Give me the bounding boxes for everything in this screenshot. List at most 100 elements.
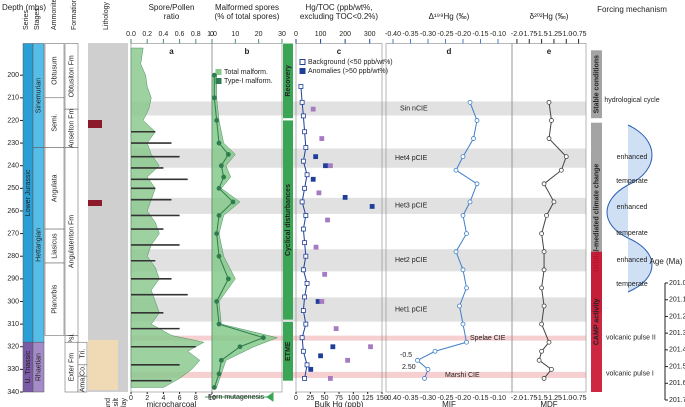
- depth-tick-label: 260: [7, 208, 19, 215]
- formations-label: Exter Fm: [68, 353, 75, 382]
- phase-bar: [283, 321, 293, 381]
- legend-swatch: [299, 59, 306, 65]
- annotation: 2.50: [402, 364, 416, 371]
- lithology-sand: [88, 340, 118, 390]
- x-tick-label-bottom: -1.75: [521, 395, 537, 402]
- point: [327, 376, 333, 381]
- panel-title: ratio: [164, 12, 180, 21]
- age-tick-label: 201.0: [669, 280, 685, 287]
- interval-label: Het2 pCIE: [395, 257, 428, 264]
- point: [211, 95, 217, 101]
- forcing-title: Forcing mechanism: [597, 5, 667, 14]
- point: [313, 244, 319, 250]
- x-tick-label: -1.5: [536, 31, 548, 38]
- members-label: Co.: [79, 365, 86, 376]
- area: [211, 74, 279, 388]
- x-tick-label-bottom: -1.0: [560, 395, 572, 402]
- x-tick-label: -0.40: [385, 31, 401, 38]
- x-tick-label: 30: [278, 31, 286, 38]
- phase-arrow: [205, 392, 274, 402]
- grain-size-label: silt: [113, 398, 120, 407]
- point: [541, 249, 547, 255]
- interval-band: [131, 101, 586, 116]
- point: [460, 267, 466, 273]
- forcing-bar: [591, 251, 602, 392]
- point: [300, 226, 306, 232]
- age-tick-label: 201.5: [669, 363, 685, 370]
- point: [460, 154, 466, 160]
- depth-tick-label: 280: [7, 253, 19, 260]
- legend-label: Background (<50 ppb/wt%): [308, 59, 393, 66]
- depth-tick-label: 320: [7, 344, 19, 351]
- point: [299, 99, 305, 105]
- point: [460, 321, 466, 327]
- point: [471, 136, 476, 141]
- point: [310, 176, 316, 182]
- panel-frame: [511, 43, 587, 393]
- point: [457, 303, 462, 309]
- legend-swatch: [299, 68, 306, 74]
- point: [425, 366, 431, 372]
- volcanic-pulse: volcanic pulse I: [606, 371, 654, 378]
- depth-tick-label: 310: [7, 321, 19, 328]
- x-tick-label-bottom: -0.25: [438, 395, 454, 402]
- x-tick-label: -1.0: [560, 31, 572, 38]
- interval-band: [131, 371, 586, 378]
- forcing-note: enhanced: [617, 204, 648, 211]
- point: [302, 240, 308, 246]
- point: [369, 204, 375, 209]
- formations-label: Psi.: [68, 333, 75, 345]
- legend-label: Anomalies (>50 ppb/wt%): [308, 68, 388, 75]
- point: [474, 181, 480, 187]
- forcing-bar: [591, 50, 602, 119]
- x-tick-label-bottom: -0.35: [403, 395, 419, 402]
- lithology-column: [88, 43, 128, 392]
- panel-letter: d: [447, 47, 452, 56]
- point: [368, 344, 373, 350]
- x2-axis-label: microcharcoal: [147, 400, 197, 407]
- x-tick-label: 300: [364, 31, 376, 38]
- series-label: U. Triassic: [25, 350, 32, 383]
- interval-band: [131, 297, 586, 322]
- x-tick-label: 0: [210, 31, 214, 38]
- point: [303, 321, 309, 327]
- area: [130, 47, 205, 388]
- panel-title: (% of total spores): [215, 12, 280, 21]
- x2-axis-label: MDF: [540, 400, 557, 407]
- point: [316, 190, 322, 196]
- x-tick-label: -0.15: [473, 31, 489, 38]
- x-tick-label: -0.25: [438, 31, 454, 38]
- point: [237, 344, 243, 350]
- point: [546, 99, 552, 105]
- point: [330, 344, 336, 350]
- point: [218, 357, 224, 363]
- x2-tick-label: 0: [129, 395, 133, 402]
- column-header: Formations: [71, 0, 78, 30]
- point: [300, 267, 306, 273]
- x-tick-label: 0.0: [126, 31, 136, 38]
- x-tick-label: -0.20: [455, 31, 471, 38]
- interval-label: Het4 pCIE: [395, 155, 428, 162]
- forcing-note: temperate: [616, 281, 648, 288]
- forcing-bar-label: Stable conditions: [593, 55, 600, 113]
- point: [541, 376, 547, 381]
- x-tick-label: -2.0: [511, 31, 523, 38]
- point: [453, 167, 459, 173]
- depth-axis-label: Depth (mbs): [2, 3, 46, 12]
- x-tick-label-bottom: -1.25: [546, 395, 562, 402]
- age-tick-label: 201.3: [669, 330, 685, 337]
- panel-letter: b: [245, 47, 250, 56]
- point: [453, 249, 459, 255]
- x-tick-label: -0.75: [571, 31, 587, 38]
- x-tick-label: 0.8: [191, 31, 201, 38]
- point: [304, 280, 310, 286]
- x-tick-label-bottom: -0.30: [420, 395, 436, 402]
- point: [544, 213, 549, 218]
- members-label: Ama.: [79, 376, 86, 392]
- point: [230, 199, 236, 205]
- point: [322, 271, 328, 277]
- x2-tick-label: 25: [306, 395, 314, 402]
- depth-tick-label: 300: [7, 298, 19, 305]
- point: [225, 151, 231, 157]
- point: [298, 84, 304, 89]
